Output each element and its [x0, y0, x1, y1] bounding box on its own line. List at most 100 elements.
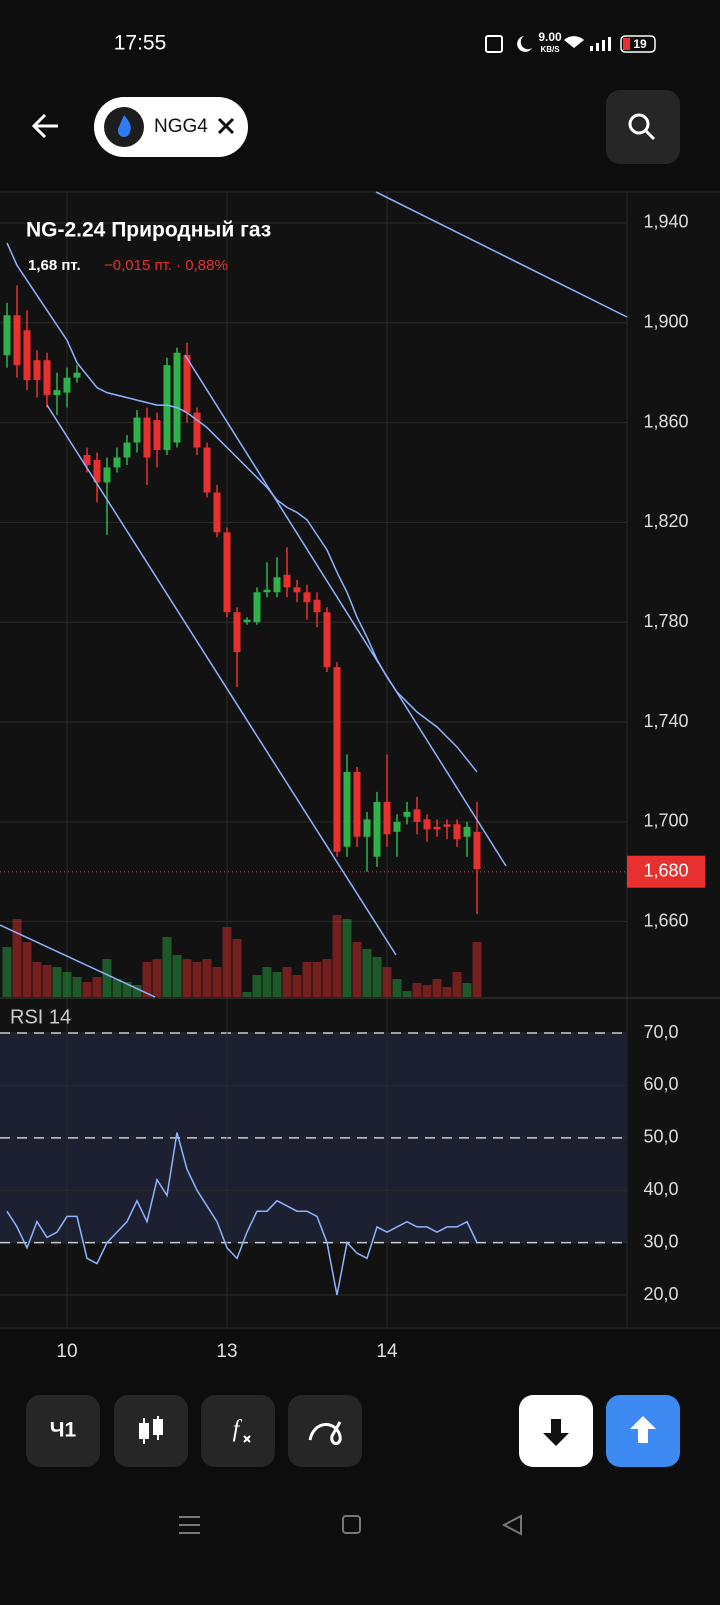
rsi-title: RSI 14	[10, 1006, 71, 1028]
grid	[0, 192, 627, 1328]
volume-bar	[92, 977, 102, 997]
candle-body	[3, 315, 11, 356]
volume-bar	[252, 975, 262, 997]
nfc-icon	[485, 35, 503, 53]
y-tick-label: 20,0	[643, 1284, 678, 1304]
volume-bar	[472, 942, 482, 997]
last-price-label: 1,680	[643, 860, 688, 880]
volume-bar	[282, 967, 292, 997]
volume-bar	[152, 959, 162, 997]
candle-body	[153, 420, 161, 451]
timeframe-button[interactable]	[26, 1395, 100, 1467]
x-tick-label: 13	[216, 1341, 237, 1362]
back-button[interactable]	[31, 113, 58, 139]
candle-body	[303, 592, 311, 603]
candle-body	[253, 592, 261, 623]
signal-icon	[590, 37, 611, 51]
volume-bar	[362, 949, 372, 997]
trend-lines	[0, 191, 628, 998]
close-chip[interactable]	[217, 117, 235, 135]
candle-body	[43, 360, 51, 396]
candle-body	[463, 826, 471, 837]
candle-body	[133, 417, 141, 443]
nav-back[interactable]	[501, 1514, 522, 1536]
candle-body	[83, 455, 91, 465]
candle-body	[453, 824, 461, 840]
volume-bar	[302, 962, 312, 997]
volume-bar	[322, 959, 332, 997]
candle-body	[243, 619, 251, 623]
drawing-button[interactable]	[288, 1395, 362, 1467]
volume-bar	[202, 959, 212, 997]
fx-icon-x	[243, 1435, 251, 1443]
candle-body	[373, 801, 381, 857]
candle-body	[23, 330, 31, 381]
flame-icon	[118, 115, 131, 137]
volume-bar	[272, 972, 282, 997]
volume-bar	[372, 957, 382, 997]
volume-bar	[72, 977, 82, 997]
y-tick-label: 1,660	[643, 910, 688, 930]
candles-icon	[139, 1416, 163, 1444]
x-tick-label: 10	[56, 1341, 77, 1362]
candle-body	[283, 574, 291, 588]
volume-bar	[162, 937, 172, 997]
battery-percent: 19	[633, 37, 647, 51]
volume-bar	[332, 915, 342, 997]
rsi-line	[6, 1132, 478, 1296]
fx-icon: f	[233, 1417, 243, 1443]
volume-bar	[222, 927, 232, 997]
volume-bar	[82, 982, 92, 997]
nav-home[interactable]	[342, 1515, 361, 1534]
net-speed: 9.00	[538, 30, 562, 44]
volume-bar	[132, 985, 142, 997]
trend-line	[0, 924, 156, 998]
volume-bar	[352, 942, 362, 997]
candle-body	[323, 612, 331, 668]
volume-bar	[52, 967, 62, 997]
volume-bar	[462, 983, 472, 997]
drawing-icon	[308, 1421, 342, 1445]
nav-menu[interactable]	[179, 1516, 200, 1534]
wifi-icon	[564, 36, 584, 48]
y-tick-label: 1,740	[643, 711, 688, 731]
candle-body	[413, 809, 421, 822]
candle-body	[53, 390, 61, 396]
candle-body	[333, 667, 341, 852]
y-tick-label: 1,860	[643, 411, 688, 431]
volume-bar	[62, 972, 72, 997]
candle-body	[163, 365, 171, 451]
candle-body	[363, 819, 371, 837]
marks	[0, 242, 627, 1296]
candle-body	[63, 377, 71, 393]
volume-bar	[192, 962, 202, 997]
volume-bar	[32, 962, 42, 997]
search-icon-handle	[644, 129, 656, 141]
candle-body	[443, 824, 451, 827]
instrument-change: −0,015 пт. · 0,88%	[104, 257, 228, 274]
candle-body	[393, 821, 401, 832]
candle-body	[433, 826, 441, 830]
battery-icon	[620, 35, 656, 53]
volume-bar	[232, 939, 242, 997]
sell-arrow	[543, 1419, 569, 1446]
y-tick-label: 1,940	[643, 212, 688, 232]
search-button[interactable]	[606, 90, 680, 164]
status-time: 17:55	[114, 32, 167, 55]
candle-body	[263, 589, 271, 593]
candle-body	[403, 811, 411, 817]
labels: 1,940 1,900 1,860 1,820 1,780 1,740 1,700 1,660…	[56, 212, 705, 1362]
candle-body	[13, 315, 21, 366]
indicators-button[interactable]	[201, 1395, 275, 1467]
y-tick-label: 70,0	[643, 1022, 678, 1042]
volume-bar	[112, 979, 122, 997]
volume-bar	[432, 979, 442, 997]
y-tick-label: 30,0	[643, 1231, 678, 1251]
y-tick-label: 50,0	[643, 1127, 678, 1147]
volume-bar	[422, 985, 432, 997]
chart-type-button[interactable]	[114, 1395, 188, 1467]
candle-body	[123, 442, 131, 458]
last-price-tag	[627, 855, 705, 888]
volume-bar	[312, 962, 322, 997]
trend-line	[375, 191, 628, 318]
